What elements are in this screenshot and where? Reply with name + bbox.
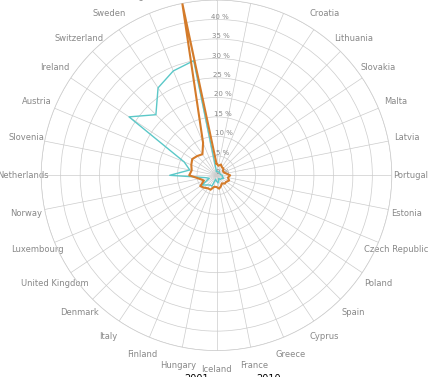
Legend: 2001, 2010: 2001, 2010	[149, 370, 284, 377]
